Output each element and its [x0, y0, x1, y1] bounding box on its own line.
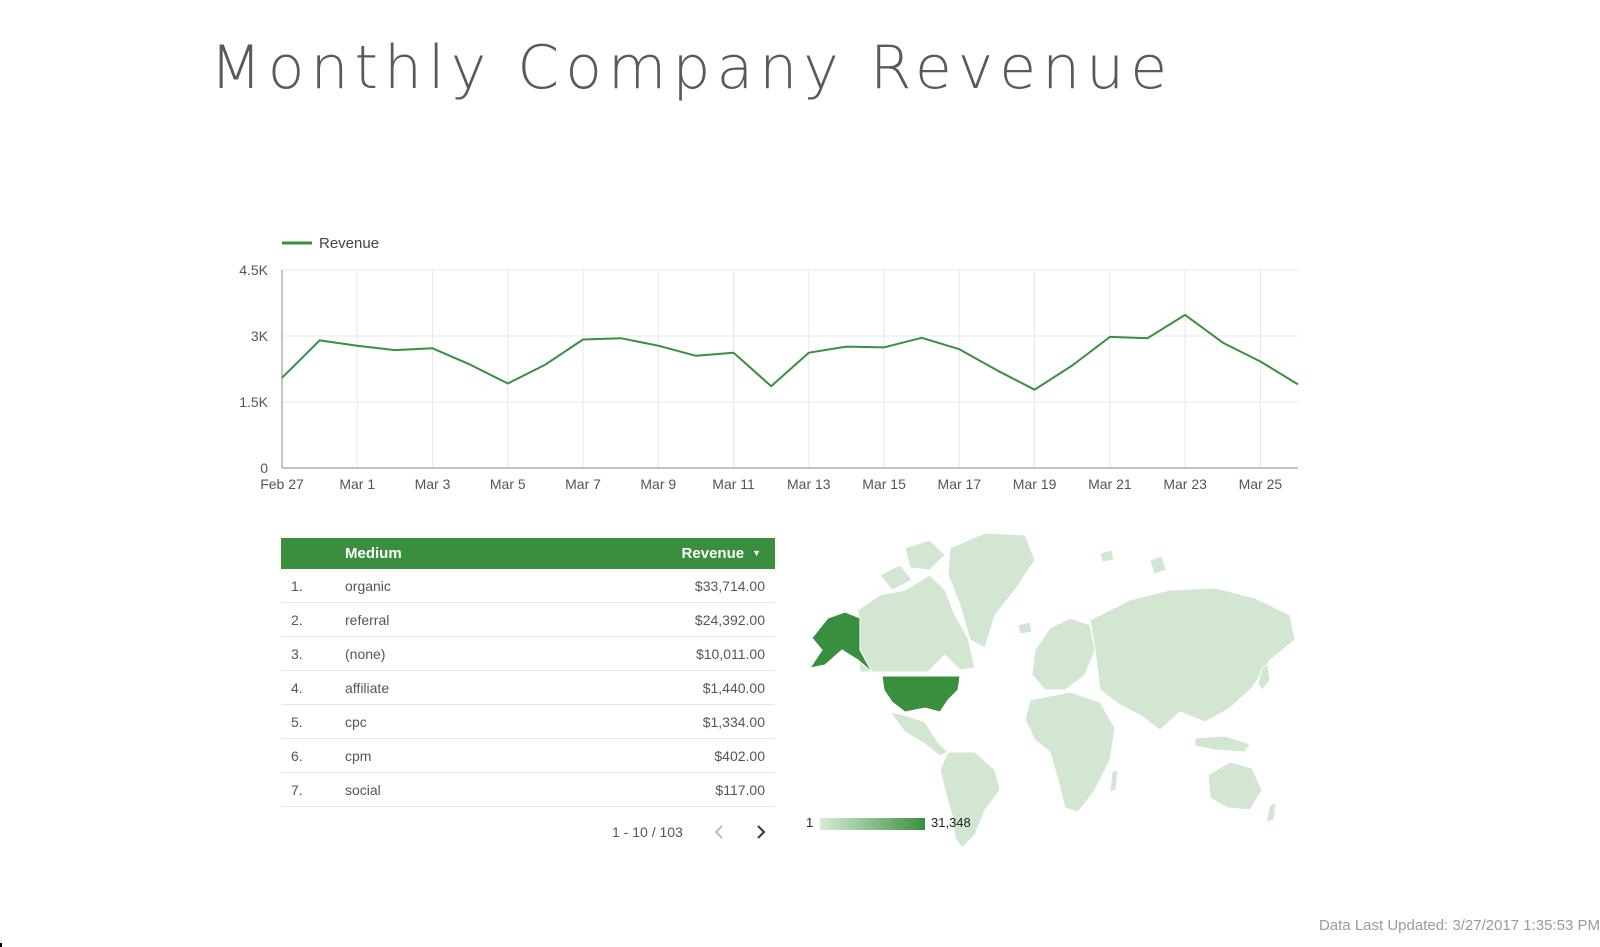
- row-rank: 4.: [281, 670, 345, 705]
- x-tick-label: Mar 1: [339, 476, 375, 492]
- region-iceland: [1017, 621, 1033, 635]
- x-tick-label: Mar 11: [712, 476, 755, 492]
- x-tick-label: Mar 25: [1239, 476, 1283, 492]
- table-row[interactable]: 7. social $117.00: [281, 772, 775, 807]
- row-revenue: $1,440.00: [507, 670, 775, 705]
- y-tick-label: 4.5K: [239, 262, 268, 278]
- row-rank: 5.: [281, 704, 345, 739]
- map-color-legend: 1 31,348: [806, 815, 971, 830]
- region-arctic-islands-2: [879, 564, 913, 591]
- x-tick-label: Mar 21: [1088, 476, 1132, 492]
- row-rank: 6.: [281, 738, 345, 773]
- revenue-column-label: Revenue: [681, 545, 745, 562]
- x-tick-label: Mar 15: [862, 476, 906, 492]
- revenue-series-line: [281, 313, 1299, 391]
- row-medium: cpm: [345, 738, 508, 773]
- row-revenue: $33,714.00: [507, 569, 775, 603]
- region-alaska: [808, 611, 873, 673]
- region-madagascar: [1109, 769, 1119, 793]
- y-tick-label: 3K: [251, 328, 269, 344]
- x-axis-labels: Feb 27 Mar 1 Mar 3 Mar 5 Mar 7 Mar 9 Mar 11 Mar…: [260, 476, 1282, 492]
- x-tick-label: Mar 5: [490, 476, 526, 492]
- x-tick-label: Mar 23: [1163, 476, 1207, 492]
- x-tick-label: Feb 27: [260, 476, 304, 492]
- region-africa: [1024, 691, 1116, 813]
- row-revenue: $1,334.00: [507, 704, 775, 739]
- legend-min-label: 1: [806, 815, 813, 830]
- row-medium: (none): [345, 636, 508, 671]
- row-rank: 2.: [281, 602, 345, 637]
- x-tick-label: Mar 3: [415, 476, 451, 492]
- table-row[interactable]: 3. (none) $10,011.00: [281, 636, 775, 671]
- chevron-left-icon: [714, 825, 723, 839]
- chart-axes: [281, 270, 1298, 469]
- y-axis-labels: 0 1.5K 3K 4.5K: [239, 262, 268, 476]
- chart-legend[interactable]: Revenue: [282, 235, 379, 252]
- region-japan: [1257, 663, 1271, 691]
- table-row[interactable]: 5. cpc $1,334.00: [281, 704, 775, 739]
- region-australia: [1207, 761, 1263, 811]
- row-rank: 3.: [281, 636, 345, 671]
- region-south-america: [939, 751, 1001, 849]
- pagination-range: 1 - 10 / 103: [612, 824, 683, 840]
- row-revenue: $10,011.00: [507, 636, 775, 671]
- region-arctic-islands: [904, 539, 946, 571]
- x-tick-label: Mar 13: [787, 476, 831, 492]
- row-revenue: $402.00: [507, 738, 775, 773]
- x-tick-label: Mar 19: [1013, 476, 1057, 492]
- x-tick-label: Mar 7: [565, 476, 601, 492]
- medium-column-header[interactable]: Medium: [345, 538, 508, 569]
- row-medium: organic: [345, 569, 508, 603]
- region-canada: [857, 574, 976, 673]
- medium-revenue-table: Medium Revenue ▼ 1. organic $33,714.00 2. ref…: [281, 538, 775, 807]
- table-header-row: Medium Revenue ▼: [281, 538, 775, 569]
- row-medium: social: [345, 772, 508, 807]
- row-medium: referral: [345, 602, 508, 637]
- chevron-right-icon: [757, 825, 766, 839]
- corner-mark: [0, 943, 2, 947]
- chart-grid: [282, 269, 1298, 468]
- table-body: 1. organic $33,714.00 2. referral $24,392.00 3…: [281, 569, 775, 807]
- row-revenue: $24,392.00: [507, 602, 775, 637]
- chart-series: [281, 313, 1299, 391]
- region-greenland: [947, 532, 1036, 649]
- next-page-button[interactable]: [749, 820, 773, 844]
- region-new-zealand: [1265, 801, 1277, 823]
- y-tick-label: 1.5K: [239, 394, 268, 410]
- row-rank: 7.: [281, 772, 345, 807]
- medium-column-label: Medium: [345, 545, 402, 562]
- table-row[interactable]: 4. affiliate $1,440.00: [281, 670, 775, 705]
- legend-max-label: 31,348: [931, 815, 971, 830]
- x-tick-label: Mar 9: [640, 476, 676, 492]
- region-svalbard: [1099, 549, 1115, 563]
- region-asia: [1089, 587, 1296, 731]
- x-tick-label: Mar 17: [938, 476, 982, 492]
- table-row[interactable]: 6. cpm $402.00: [281, 738, 775, 773]
- page-title: Monthly Company Revenue: [210, 33, 1174, 103]
- table-row[interactable]: 1. organic $33,714.00: [281, 569, 775, 603]
- region-novaya-zemlya: [1149, 555, 1167, 575]
- data-last-updated: Data Last Updated: 3/27/2017 1:35:53 PM: [1318, 917, 1600, 934]
- table-row[interactable]: 2. referral $24,392.00: [281, 602, 775, 637]
- revenue-column-header[interactable]: Revenue ▼: [507, 538, 775, 569]
- map-landmasses: [808, 532, 1296, 849]
- row-medium: affiliate: [345, 670, 508, 705]
- row-revenue: $117.00: [507, 772, 775, 807]
- y-tick-label: 0: [260, 460, 268, 476]
- revenue-line-chart: 0 1.5K 3K 4.5K Feb 27 Mar 1 Mar 3 Mar 5 Mar 7 Ma…: [239, 235, 1299, 492]
- row-medium: cpc: [345, 704, 508, 739]
- table-pagination: 1 - 10 / 103: [612, 820, 773, 844]
- region-united-states: [881, 675, 961, 713]
- region-europe: [1031, 617, 1096, 691]
- legend-label-revenue: Revenue: [319, 235, 379, 252]
- region-indonesia: [1194, 735, 1251, 753]
- rank-column-header: [281, 538, 345, 569]
- sort-descending-icon[interactable]: ▼: [752, 548, 761, 558]
- previous-page-button[interactable]: [707, 820, 731, 844]
- row-rank: 1.: [281, 569, 345, 603]
- region-mexico: [888, 711, 949, 757]
- legend-color-bar: [820, 818, 925, 830]
